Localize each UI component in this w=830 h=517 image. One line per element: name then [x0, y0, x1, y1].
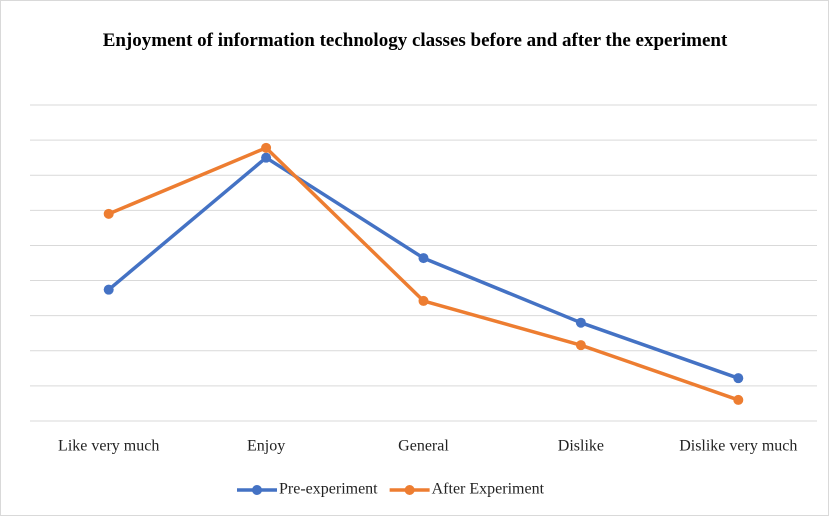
x-tick-label: Dislike [558, 438, 604, 455]
data-point [103, 208, 114, 219]
legend-swatch-marker [252, 485, 262, 495]
data-point [418, 295, 429, 306]
legend-label: After Experiment [432, 481, 545, 498]
data-point [261, 152, 272, 163]
x-tick-label: Enjoy [247, 438, 285, 455]
legend-label: Pre-experiment [279, 481, 378, 498]
x-tick-label: Like very much [58, 438, 159, 455]
data-point [733, 394, 744, 405]
data-point [261, 142, 272, 153]
data-point [575, 317, 586, 328]
chart-title: Enjoyment of information technology clas… [102, 30, 728, 51]
legend-swatch-marker [404, 485, 415, 495]
x-tick-label: General [398, 438, 449, 455]
data-point [418, 253, 429, 264]
data-point [733, 373, 744, 384]
data-point [103, 284, 114, 295]
data-point [575, 340, 586, 351]
x-tick-label: Dislike very much [679, 438, 797, 455]
